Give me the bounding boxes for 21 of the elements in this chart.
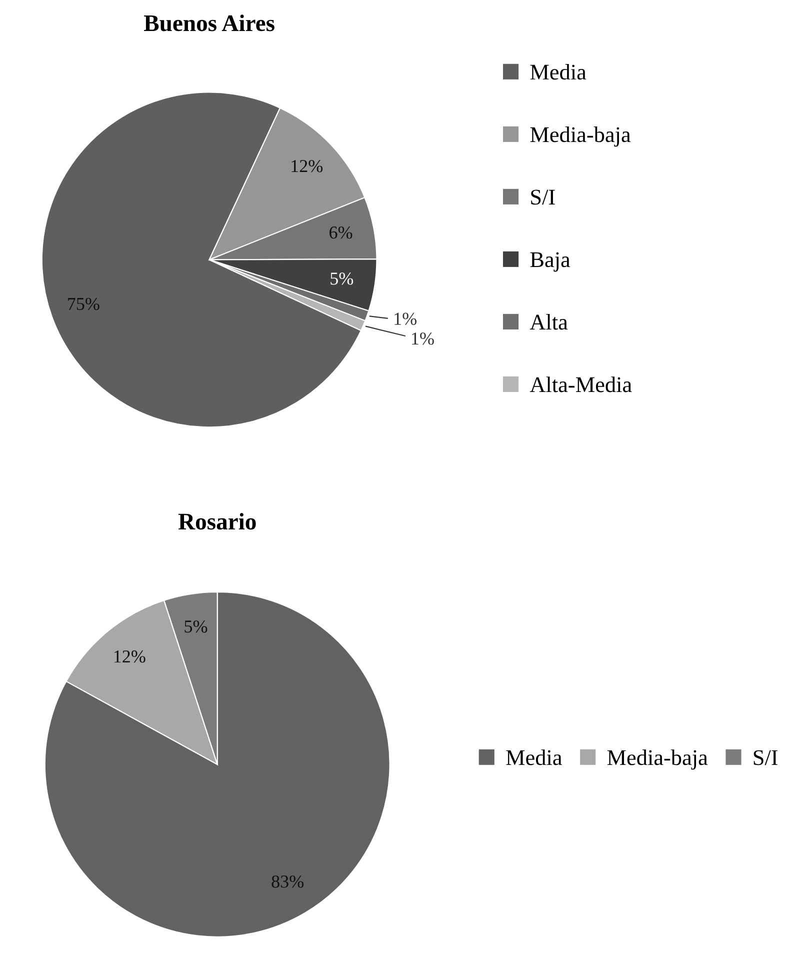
data-label: 1% <box>394 312 417 325</box>
data-label: 12% <box>114 650 146 663</box>
chart-title: Rosario <box>178 512 256 530</box>
legend-label: Media-baja <box>530 126 631 147</box>
data-label: 5% <box>330 272 354 285</box>
data-label: 1% <box>412 332 434 345</box>
chart-title: Buenos Aires <box>144 14 274 32</box>
data-label: 12% <box>292 160 323 172</box>
legend-label: Alta <box>530 314 568 330</box>
data-label: 6% <box>330 226 352 239</box>
legend-label: Media-baja <box>607 749 708 770</box>
data-label: 75% <box>68 298 100 310</box>
legend-label: Baja <box>530 252 570 272</box>
legend-label: S/I <box>754 750 778 766</box>
legend-label: Alta-Media <box>530 376 632 392</box>
legend-label: Media <box>530 64 586 80</box>
legend-label: Media <box>506 749 562 766</box>
data-label: 5% <box>184 620 208 633</box>
legend-label: S/I <box>531 190 555 205</box>
data-label: 83% <box>272 876 304 888</box>
pie-slice <box>44 591 390 938</box>
